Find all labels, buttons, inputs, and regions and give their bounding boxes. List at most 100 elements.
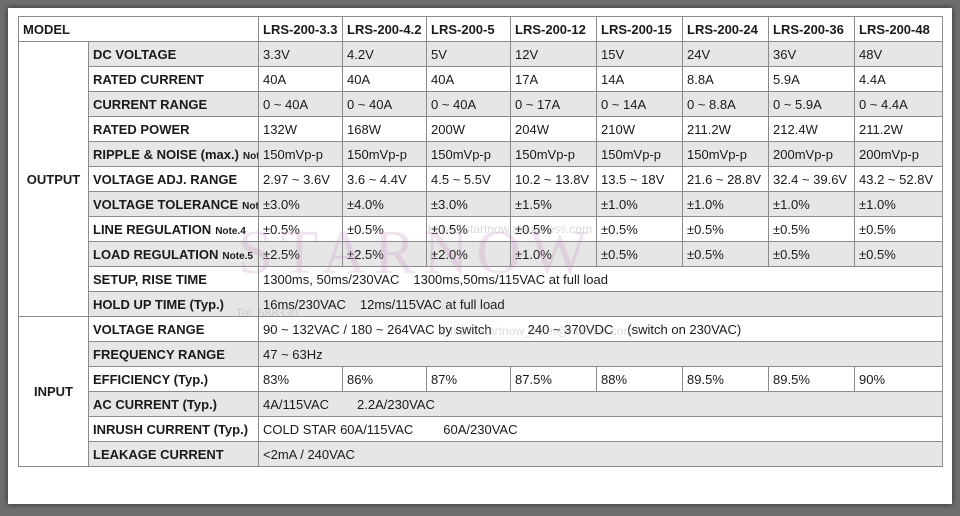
value-cell: 132W: [258, 116, 344, 142]
value-cell: 150mVp-p: [426, 141, 512, 167]
value-cell: 10.2 ~ 13.8V: [510, 166, 598, 192]
value-cell: 13.5 ~ 18V: [596, 166, 684, 192]
value-cell: ±1.0%: [854, 191, 944, 217]
value-cell: 150mVp-p: [342, 141, 428, 167]
param-label: VOLTAGE RANGE: [87, 316, 260, 342]
param-label: SETUP, RISE TIME: [87, 266, 260, 292]
value-segment: 4A/115VAC: [263, 396, 330, 412]
param-label: RATED CURRENT: [87, 66, 260, 92]
param-label: DC VOLTAGE: [87, 41, 260, 67]
note-label: Note.3: [242, 200, 259, 212]
value-cell: 36V: [768, 41, 856, 67]
voltage-tolerance-row: VOLTAGE TOLERANCENote.3 ±3.0% ±4.0% ±3.0…: [19, 191, 944, 217]
value-cell: COLD STAR 60A/115VAC 60A/230VAC: [258, 416, 944, 442]
value-segment: 12ms/115VAC at full load: [359, 296, 505, 312]
value-cell: 0 ~ 40A: [426, 91, 512, 117]
model-name: LRS-200-3.3: [258, 16, 344, 42]
value-cell: ±3.0%: [258, 191, 344, 217]
setup-rise-row: SETUP, RISE TIME 1300ms, 50ms/230VAC 1300…: [19, 266, 944, 292]
value-cell: 14A: [596, 66, 684, 92]
value-cell: 150mVp-p: [510, 141, 598, 167]
value-segment: (switch on 230VAC): [627, 321, 742, 337]
value-cell: 0 ~ 14A: [596, 91, 684, 117]
param-label-text: RIPPLE & NOISE (max.): [93, 146, 239, 162]
load-regulation-row: LOAD REGULATION Note.5 ±2.5% ±2.5% ±2.0% …: [19, 241, 944, 267]
value-cell: 204W: [510, 116, 598, 142]
model-name: LRS-200-48: [854, 16, 944, 42]
value-cell: 40A: [258, 66, 344, 92]
value-cell: ±0.5%: [854, 241, 944, 267]
value-cell: ±0.5%: [596, 216, 684, 242]
value-cell: 211.2W: [854, 116, 944, 142]
value-cell: 87%: [426, 366, 512, 392]
value-cell: 89.5%: [682, 366, 770, 392]
value-cell: ±0.5%: [342, 216, 428, 242]
value-cell: 1300ms, 50ms/230VAC 1300ms,50ms/115VAC at…: [258, 266, 944, 292]
value-cell: 40A: [342, 66, 428, 92]
param-label: LEAKAGE CURRENT: [87, 441, 260, 467]
value-cell: 48V: [854, 41, 944, 67]
param-label: AC CURRENT (Typ.): [87, 391, 260, 417]
value-cell: 211.2W: [682, 116, 770, 142]
value-cell: 0 ~ 4.4A: [854, 91, 944, 117]
value-cell: 200mVp-p: [768, 141, 856, 167]
value-cell: ±0.5%: [768, 216, 856, 242]
value-cell: 40A: [426, 66, 512, 92]
value-cell: 24V: [682, 41, 770, 67]
value-segment: 90 ~ 132VAC / 180 ~ 264VAC by switch: [263, 321, 492, 337]
value-cell: 0 ~ 8.8A: [682, 91, 770, 117]
value-segment: 240 ~ 370VDC: [527, 321, 614, 337]
value-cell: ±0.5%: [768, 241, 856, 267]
value-cell: 200mVp-p: [854, 141, 944, 167]
value-cell: 90%: [854, 366, 944, 392]
value-cell: 150mVp-p: [258, 141, 344, 167]
frequency-range-row: FREQUENCY RANGE 47 ~ 63Hz: [19, 341, 944, 367]
value-cell: <2mA / 240VAC: [258, 441, 944, 467]
hold-up-row: HOLD UP TIME (Typ.) 16ms/230VAC 12ms/115V…: [19, 291, 944, 317]
note-label: Note.4: [215, 225, 246, 237]
value-cell: 21.6 ~ 28.8V: [682, 166, 770, 192]
value-segment: 2.2A/230VAC: [357, 396, 435, 412]
value-segment: 60A/230VAC: [443, 421, 518, 437]
param-label: LOAD REGULATION Note.5: [87, 241, 260, 267]
value-cell: ±0.5%: [682, 216, 770, 242]
value-cell: 90 ~ 132VAC / 180 ~ 264VAC by switch 240 …: [258, 316, 944, 342]
param-label: VOLTAGE ADJ. RANGE: [87, 166, 260, 192]
param-label-text: LINE REGULATION: [93, 221, 212, 237]
value-cell: 210W: [596, 116, 684, 142]
value-cell: 4.4A: [854, 66, 944, 92]
value-cell: 168W: [342, 116, 428, 142]
value-cell: 32.4 ~ 39.6V: [768, 166, 856, 192]
value-cell: 86%: [342, 366, 428, 392]
value-segment: 16ms/230VAC: [263, 296, 346, 312]
value-cell: ±1.0%: [682, 191, 770, 217]
value-cell: 83%: [258, 366, 344, 392]
value-cell: 5.9A: [768, 66, 856, 92]
value-cell: ±2.0%: [426, 241, 512, 267]
param-label: EFFICIENCY (Typ.): [87, 366, 260, 392]
value-cell: ±0.5%: [682, 241, 770, 267]
input-section-label: INPUT: [18, 316, 89, 467]
value-cell: 3.3V: [258, 41, 344, 67]
value-cell: 43.2 ~ 52.8V: [854, 166, 944, 192]
value-cell: 4.5 ~ 5.5V: [426, 166, 512, 192]
value-cell: ±1.5%: [510, 191, 598, 217]
param-label: CURRENT RANGE: [87, 91, 260, 117]
param-label: HOLD UP TIME (Typ.): [87, 291, 260, 317]
value-cell: ±0.5%: [510, 216, 598, 242]
model-name: LRS-200-36: [768, 16, 856, 42]
value-cell: ±3.0%: [426, 191, 512, 217]
value-cell: ±2.5%: [258, 241, 344, 267]
spec-table: MODEL LRS-200-3.3 LRS-200-4.2 LRS-200-5 …: [17, 16, 944, 467]
output-section-label: OUTPUT: [18, 41, 89, 317]
voltage-adj-row: VOLTAGE ADJ. RANGE 2.97 ~ 3.6V 3.6 ~ 4.4…: [19, 166, 944, 192]
model-name: LRS-200-12: [510, 16, 598, 42]
note-label: Note.5: [222, 250, 253, 262]
value-cell: 150mVp-p: [596, 141, 684, 167]
value-cell: 89.5%: [768, 366, 856, 392]
value-cell: 4A/115VAC 2.2A/230VAC: [258, 391, 944, 417]
spec-sheet-frame: MODEL LRS-200-3.3 LRS-200-4.2 LRS-200-5 …: [8, 8, 952, 504]
value-cell: 0 ~ 5.9A: [768, 91, 856, 117]
value-cell: 3.6 ~ 4.4V: [342, 166, 428, 192]
model-name: LRS-200-5: [426, 16, 512, 42]
